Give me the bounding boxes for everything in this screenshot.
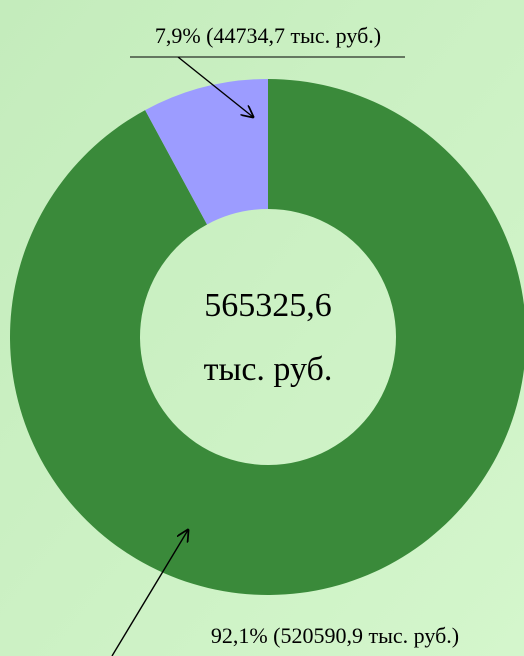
center-label: тыс. руб.	[204, 351, 333, 388]
donut	[10, 79, 524, 595]
label-arrow	[111, 530, 188, 656]
donut-segment	[145, 79, 268, 225]
label-arrow	[177, 56, 253, 117]
data-label: 92,1% (520590,9 тыс. руб.)	[211, 623, 459, 648]
center-label: 565325,6	[204, 287, 332, 324]
data-label: 7,9% (44734,7 тыс. руб.)	[155, 23, 381, 48]
donut-segment	[10, 79, 524, 595]
